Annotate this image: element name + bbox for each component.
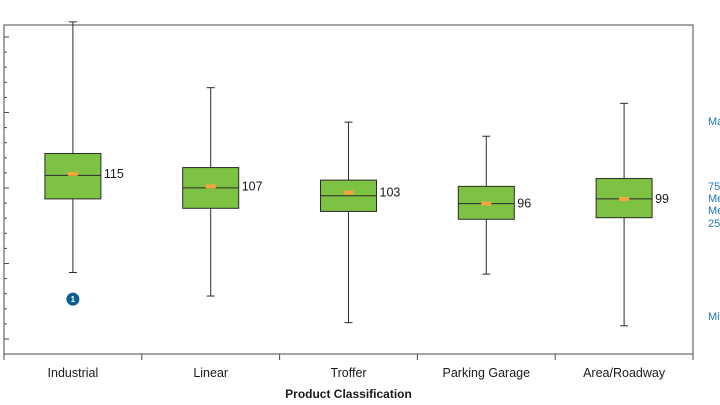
box-area-roadway	[595, 102, 653, 327]
mean-marker	[67, 171, 78, 176]
plot-frame	[3, 24, 694, 355]
category-label: Linear	[193, 366, 228, 380]
legend-entry: 75	[708, 181, 720, 193]
legend-entry: Me	[708, 193, 720, 205]
mean-marker	[619, 196, 630, 201]
x-axis-title: Product Classification	[285, 387, 412, 401]
box-iqr	[44, 152, 102, 200]
category-label: Troffer	[330, 366, 366, 380]
outlier-point: 1	[66, 292, 80, 306]
mean-marker	[481, 201, 492, 206]
box-parking-garage	[457, 135, 515, 275]
value-label: 99	[655, 192, 669, 206]
mean-marker	[205, 184, 216, 189]
outlier-label: 1	[71, 295, 76, 304]
box-troffer	[320, 121, 377, 324]
value-label: 115	[104, 167, 124, 181]
legend-entry: 25	[708, 218, 720, 230]
outlier-marker	[66, 292, 80, 306]
box-industrial	[44, 21, 102, 274]
category-label: Industrial	[48, 366, 99, 380]
legend-entry: Mi	[708, 311, 720, 323]
category-label: Parking Garage	[443, 366, 531, 380]
category-label: Area/Roadway	[583, 366, 666, 380]
legend-entry: Ma	[708, 116, 720, 128]
box-linear	[182, 87, 240, 297]
value-label: 96	[517, 197, 531, 211]
value-label: 103	[380, 186, 401, 200]
mean-marker	[343, 190, 354, 195]
value-label: 107	[242, 179, 263, 193]
legend-entry: Me	[708, 205, 720, 217]
